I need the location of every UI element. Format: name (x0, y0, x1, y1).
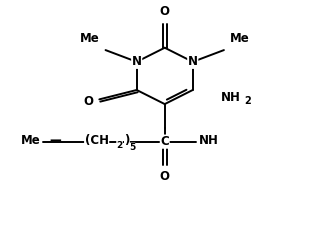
Text: N: N (188, 55, 198, 68)
Text: 2: 2 (116, 141, 123, 150)
Text: Me: Me (20, 134, 40, 147)
Text: O: O (160, 5, 170, 18)
Text: C: C (160, 135, 169, 148)
Text: O: O (83, 95, 93, 108)
Text: 5: 5 (129, 143, 135, 152)
Text: ): ) (124, 134, 130, 147)
Text: N: N (132, 55, 142, 68)
Text: NH: NH (199, 134, 219, 147)
Text: 2: 2 (244, 95, 251, 105)
Text: NH: NH (221, 91, 241, 104)
Text: —: — (49, 134, 61, 147)
Text: Me: Me (80, 32, 99, 45)
Text: Me: Me (230, 32, 250, 45)
Text: O: O (160, 170, 170, 183)
Text: (CH: (CH (85, 134, 109, 147)
